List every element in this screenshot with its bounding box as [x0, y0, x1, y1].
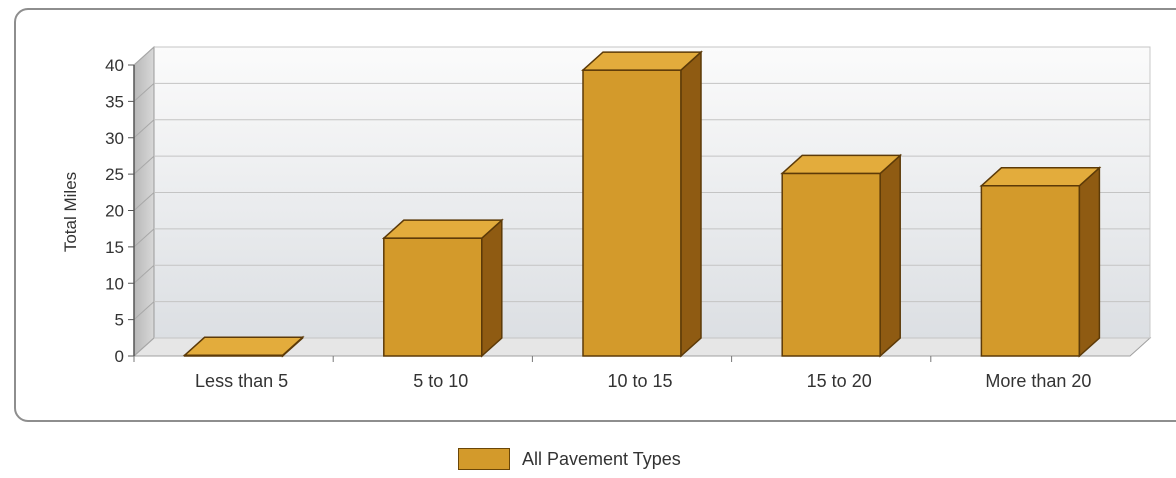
y-tick-label: 25	[105, 165, 124, 184]
y-tick-label: 10	[105, 274, 124, 293]
bar-top	[182, 336, 305, 357]
grid-line-side	[133, 155, 155, 175]
legend: All Pavement Types	[458, 448, 681, 470]
y-tick-label: 35	[105, 92, 124, 111]
bar-top	[780, 154, 903, 175]
bar-side	[481, 218, 503, 358]
bar	[581, 50, 703, 358]
bar	[780, 153, 903, 358]
grid-line-side	[133, 301, 155, 320]
x-tick-label: 5 to 10	[413, 371, 468, 391]
y-tick-label: 15	[105, 238, 124, 257]
y-axis: 0 5 10 15 20 25 30 35 40	[105, 56, 135, 366]
y-tick-label: 5	[115, 311, 124, 330]
bars	[182, 50, 1102, 358]
grid-line-side	[133, 228, 155, 248]
x-tick-label: 10 to 15	[607, 371, 672, 391]
x-axis: Less than 5 5 to 10 10 to 15 15 to 20 More t…	[133, 356, 1091, 391]
y-tick-label: 0	[115, 347, 124, 366]
bar-top	[381, 219, 504, 239]
y-tick-label: 20	[105, 202, 124, 221]
bar-front	[781, 172, 881, 357]
bar-front	[980, 185, 1081, 357]
bar-top	[581, 51, 703, 71]
bar-top	[979, 167, 1102, 187]
grid-line-side	[133, 264, 155, 284]
bar	[979, 166, 1102, 358]
grid-line-side	[133, 46, 155, 66]
legend-swatch	[458, 448, 510, 470]
grid-line-side	[133, 337, 155, 357]
x-tick-label: 15 to 20	[807, 371, 872, 391]
y-tick-label: 30	[105, 129, 124, 148]
x-tick-label: More than 20	[985, 371, 1091, 391]
bar	[381, 218, 504, 358]
legend-label: All Pavement Types	[522, 448, 681, 469]
y-tick-label: 40	[105, 56, 124, 75]
bar-front	[383, 237, 483, 357]
bar-side	[1078, 166, 1101, 358]
bar	[182, 335, 305, 358]
grid-line-side	[133, 119, 155, 139]
x-tick-label: Less than 5	[195, 371, 288, 391]
bar-front	[582, 69, 682, 357]
bar-side	[680, 50, 702, 358]
bar-side	[879, 153, 901, 358]
grid-line-side	[133, 83, 155, 102]
y-axis-title: Total Miles	[61, 172, 80, 252]
grid-line-side	[133, 192, 155, 211]
